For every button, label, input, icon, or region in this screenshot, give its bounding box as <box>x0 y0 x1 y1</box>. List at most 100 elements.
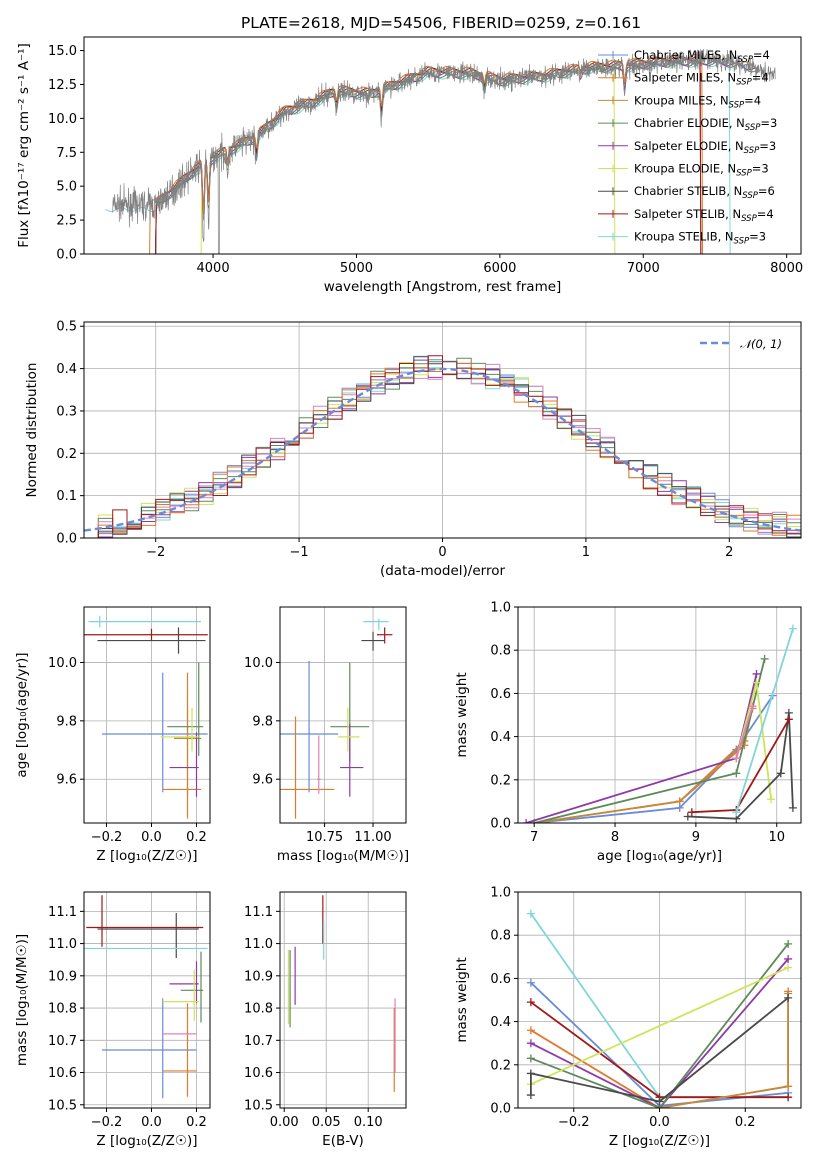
y-tick-label: 0.4 <box>56 362 77 377</box>
mass-weight-line <box>525 673 758 823</box>
y-tick-label: 0.3 <box>56 404 77 419</box>
y-tick-label: 0.6 <box>490 972 511 987</box>
y-tick-label: 10.9 <box>244 969 273 984</box>
normal-distribution-curve <box>84 367 801 532</box>
mass-weight-point <box>732 769 741 778</box>
mass-weight-line <box>735 706 754 759</box>
plot-area <box>84 355 801 538</box>
mass-weight-point <box>776 769 785 778</box>
x-tick-label: 0.0 <box>141 1115 162 1130</box>
mass-weight-point <box>788 624 797 633</box>
mass-vs-reddening-panel: 0.00 0.05 0.10 10.5 10.6 10.7 10.8 10.9 11.0 11.1… <box>244 891 407 1149</box>
y-tick-label: 2.5 <box>56 214 77 229</box>
y-tick-label: 1.0 <box>490 601 511 616</box>
x-tick-label: 0.00 <box>270 1115 299 1130</box>
observed-spectrum-line <box>112 48 776 254</box>
x-axis-label: age [log₁₀(age/yr)] <box>597 848 722 864</box>
mass-weight-point <box>760 654 769 663</box>
age-vs-metallicity-panel: −0.2 0.0 0.2 9.6 9.8 10.0 Z [log₁₀(Z/Z☉)] age [… <box>14 606 211 864</box>
x-tick-label: 8 <box>611 830 619 845</box>
x-tick-label: 0.05 <box>312 1115 341 1130</box>
mass-weight-vs-age-panel: 7 8 9 10 0.0 0.2 0.4 0.6 0.8 1.0 age [log₁₀(age/yr… <box>454 601 802 864</box>
mass-weight-line <box>534 695 774 823</box>
y-tick-label: 0.2 <box>56 447 77 462</box>
x-tick-label: −0.2 <box>91 830 123 845</box>
y-tick-label: 9.8 <box>56 714 77 729</box>
y-axis-label: Normed distribution <box>24 363 40 498</box>
y-tick-label: 0.4 <box>490 730 511 745</box>
y-tick-label: 7.5 <box>56 146 77 161</box>
axes-frame <box>83 36 802 255</box>
x-axis-label: Z [log₁₀(Z/Z☉)] <box>96 848 197 864</box>
legend-label-text: Kroupa STELIB, N <box>634 230 734 244</box>
legend-label-value: =6 <box>758 184 775 198</box>
y-tick-label: 10.8 <box>244 1002 273 1017</box>
mass-weight-line <box>533 658 766 823</box>
legend-label-subscript: SSP <box>741 214 757 224</box>
mass-weight-point <box>526 978 535 987</box>
legend-label: 𝒩(0, 1) <box>740 337 782 351</box>
legend-label: Salpeter STELIB, NSSP=4 <box>634 207 774 224</box>
mass-weight-point <box>526 1039 535 1048</box>
mass-weight-point <box>655 1097 664 1106</box>
x-tick-label: 7000 <box>627 261 660 276</box>
legend-label-value: =3 <box>752 162 769 176</box>
plot-area <box>84 895 208 1099</box>
spectrum-panel: 4000 5000 6000 7000 8000 0.0 2.5 5.0 7.5 10.0 12.5… <box>16 36 803 295</box>
mass-weight-point <box>752 678 761 687</box>
legend-label: Kroupa ELODIE, NSSP=3 <box>634 162 769 179</box>
mass-weight-line <box>530 943 789 1108</box>
mass-weight-point <box>784 993 793 1002</box>
x-tick-label: 0.0 <box>649 1115 670 1130</box>
legend-label: Salpeter ELODIE, NSSP=3 <box>634 139 776 156</box>
mass-weight-point <box>526 1026 535 1035</box>
mass-weight-vs-metallicity-panel: −0.2 0.0 0.2 0.0 0.2 0.4 0.6 0.8 1.0 Z [log₁₀(Z/Z… <box>454 886 802 1149</box>
y-tick-label: 0.8 <box>490 644 511 659</box>
y-tick-label: 10.8 <box>48 1002 77 1017</box>
y-tick-label: 0.0 <box>490 1102 511 1117</box>
y-tick-label: 0.6 <box>490 687 511 702</box>
legend-label-value: =4 <box>757 207 774 221</box>
y-tick-label: 5.0 <box>56 180 77 195</box>
plot-area <box>287 895 396 1092</box>
mass-weight-point <box>784 963 793 972</box>
y-tick-label: 10.0 <box>48 112 77 127</box>
mass-weight-point <box>784 1082 793 1091</box>
y-tick-label: 10.7 <box>244 1034 273 1049</box>
mass-weight-line <box>530 966 789 1086</box>
y-tick-label: 0.2 <box>490 773 511 788</box>
y-tick-label: 0.1 <box>56 489 77 504</box>
x-tick-label: 10 <box>768 830 785 845</box>
residual-histogram-step <box>84 355 801 538</box>
legend-label-value: =3 <box>760 116 777 130</box>
plot-area <box>526 909 793 1108</box>
x-tick-label: −0.2 <box>91 1115 123 1130</box>
x-axis-label: E(B-V) <box>322 1133 364 1149</box>
mass-weight-point <box>752 669 761 678</box>
mass-weight-point <box>784 1093 793 1102</box>
x-tick-label: 7 <box>530 830 538 845</box>
y-tick-label: 0.4 <box>490 1015 511 1030</box>
y-tick-label: 10.9 <box>48 969 77 984</box>
y-axis-label: mass weight <box>454 672 470 757</box>
legend-label-subscript: SSP <box>729 100 745 110</box>
legend-label: Chabrier ELODIE, NSSP=3 <box>634 116 777 133</box>
legend-label-value: =4 <box>752 71 769 85</box>
figure-title: PLATE=2618, MJD=54506, FIBERID=0259, z=0… <box>241 14 641 32</box>
mass-weight-point <box>683 812 692 821</box>
legend-label: Salpeter MILES, NSSP=4 <box>634 71 769 88</box>
legend-label-subscript: SSP <box>744 146 760 156</box>
plot-area <box>84 615 208 819</box>
x-tick-label: 0.0 <box>141 830 162 845</box>
legend-label-text: Salpeter STELIB, N <box>634 207 741 221</box>
x-tick-label: 10.75 <box>306 830 343 845</box>
legend-label-value: =4 <box>753 48 770 62</box>
x-tick-label: 1 <box>582 545 590 560</box>
x-axis-label: Z [log₁₀(Z/Z☉)] <box>609 1133 710 1149</box>
legend-label-subscript: SSP <box>745 123 761 133</box>
legend-label-text: Salpeter ELODIE, N <box>634 139 744 153</box>
mass-weight-point <box>687 808 696 817</box>
legend-label-value: =4 <box>744 93 761 107</box>
mass-weight-point <box>526 1054 535 1063</box>
